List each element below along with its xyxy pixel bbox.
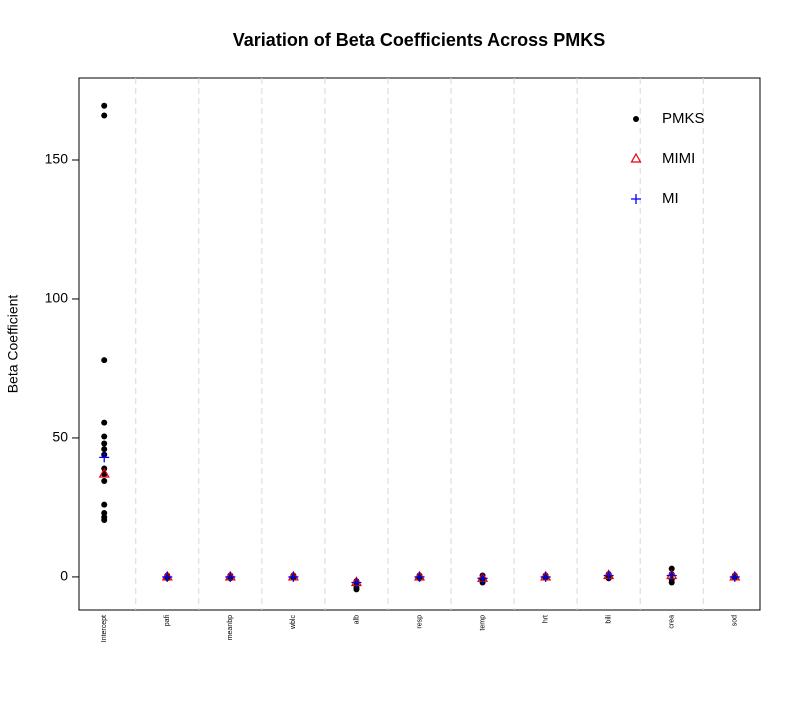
point: [101, 446, 108, 453]
point: [101, 516, 108, 523]
point: [162, 571, 173, 582]
point: [353, 586, 360, 593]
point: [540, 571, 551, 582]
point: [98, 467, 110, 478]
point: [101, 357, 108, 364]
point: [101, 509, 108, 516]
x-tick-label: wblc: [290, 615, 297, 631]
x-tick-label: Intercept: [101, 615, 108, 642]
x-tick-label: bili: [606, 615, 613, 624]
y-axis-label: Beta Coefficient: [5, 295, 21, 394]
point: [101, 433, 108, 440]
legend-symbol: [631, 194, 641, 204]
point: [668, 565, 675, 572]
y-tick-label: 0: [60, 568, 68, 584]
point: [666, 570, 677, 581]
y-tick-label: 50: [52, 429, 68, 445]
y-tick-label: 100: [45, 290, 69, 306]
x-tick-label: hrt: [542, 615, 549, 623]
x-tick-label: sod: [732, 615, 739, 626]
point: [414, 571, 425, 582]
x-tick-label: crea: [669, 615, 676, 629]
point: [603, 570, 614, 581]
point: [101, 112, 108, 119]
plot-frame: [78, 77, 761, 611]
legend-label: PMKS: [662, 110, 705, 127]
point: [101, 102, 108, 109]
legend-label: MI: [662, 190, 679, 207]
point: [225, 571, 236, 582]
point: [99, 452, 110, 463]
legend-symbol: [633, 116, 639, 122]
point: [101, 478, 108, 485]
point: [668, 579, 675, 586]
x-tick-label: temp: [479, 615, 486, 631]
point: [288, 571, 299, 582]
x-tick-label: alb: [353, 615, 360, 624]
x-tick-label: meanbp: [227, 615, 234, 640]
point: [101, 419, 108, 426]
x-tick-label: pafi: [164, 615, 171, 627]
legend-label: MIMI: [662, 150, 695, 167]
point: [101, 440, 108, 447]
point: [351, 577, 362, 588]
point: [729, 571, 740, 582]
legend-symbol: [630, 152, 642, 163]
point: [101, 501, 108, 508]
x-tick-label: resp: [416, 615, 423, 629]
chart-title: Variation of Beta Coefficients Across PM…: [233, 30, 605, 50]
y-tick-label: 150: [45, 151, 69, 167]
point: [477, 573, 488, 584]
